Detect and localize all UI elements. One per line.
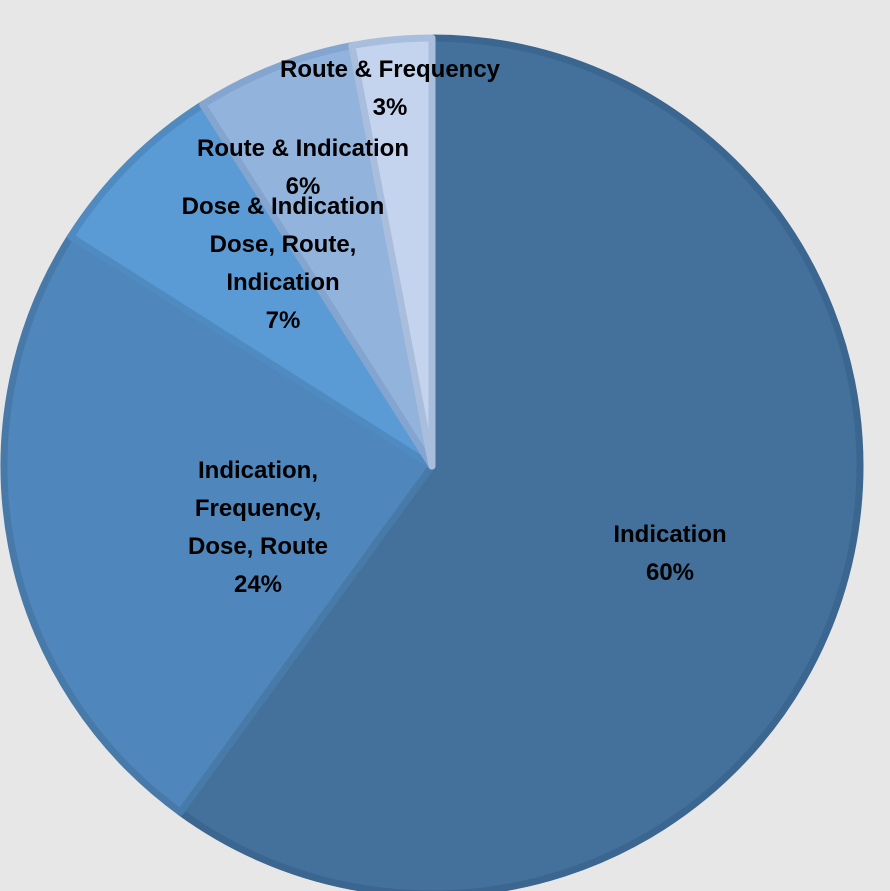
pie-slices xyxy=(0,34,864,891)
pie-labels: Indication 60% Indication, Frequency, Dose, … xyxy=(182,56,727,598)
pie-category-label-1: Dose, Route xyxy=(188,533,328,560)
pie-slice-3 xyxy=(199,42,436,470)
pie-slice-2 xyxy=(67,101,436,470)
pie-percent-label-0: 60% xyxy=(646,559,694,586)
pie-percent-label-1: 24% xyxy=(234,571,282,598)
pie-slice-0 xyxy=(176,34,864,891)
pie-percent-label-2: 7% xyxy=(266,307,301,334)
pie-category-label-0: Indication xyxy=(613,521,726,548)
pie-category-label-2: Dose & Indication xyxy=(182,193,385,220)
pie-slice-1 xyxy=(0,233,436,816)
pie-slice-4 xyxy=(348,34,436,470)
pie-percent-label-3: 6% xyxy=(286,173,321,200)
pie-category-label-2: Dose, Route, xyxy=(210,231,357,258)
pie-category-label-1: Frequency, xyxy=(195,495,321,522)
pie-category-label-3: Route & Indication xyxy=(197,135,409,162)
pie-category-label-1: Indication, xyxy=(198,457,318,484)
pie-category-label-4: Route & Frequency xyxy=(280,56,501,83)
pie-percent-label-4: 3% xyxy=(373,94,408,121)
pie-category-label-2: Indication xyxy=(226,269,339,296)
